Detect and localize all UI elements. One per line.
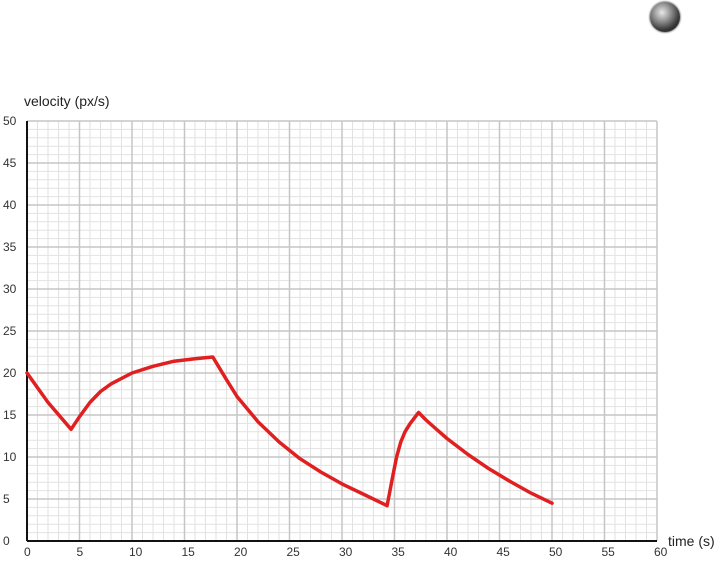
y-tick-label: 45 — [3, 156, 17, 170]
x-axis-title: time (s) — [668, 533, 715, 549]
x-tick-label: 35 — [392, 545, 406, 559]
x-tick-label: 25 — [287, 545, 301, 559]
major-grid — [26, 120, 658, 542]
y-tick-label: 10 — [3, 450, 17, 464]
y-tick-label: 50 — [3, 114, 17, 128]
x-tick-label: 50 — [549, 545, 563, 559]
y-tick-label: 0 — [3, 534, 10, 548]
x-tick-label: 40 — [444, 545, 458, 559]
y-tick-label: 40 — [3, 198, 17, 212]
y-tick-label: 30 — [3, 282, 17, 296]
y-tick-label: 20 — [3, 366, 17, 380]
x-tick-label: 15 — [182, 545, 196, 559]
y-tick-label: 15 — [3, 408, 17, 422]
velocity-series-line — [25, 355, 554, 508]
y-tick-label: 5 — [3, 492, 10, 506]
y-tick-label: 25 — [3, 324, 17, 338]
axes — [26, 121, 657, 542]
ball-icon — [650, 2, 680, 32]
x-tick-label: 5 — [77, 545, 84, 559]
x-tick-label: 10 — [129, 545, 143, 559]
y-axis-title: velocity (px/s) — [24, 93, 110, 109]
tick-labels: 0 5 10 15 20 25 30 35 40 45 50 55 60 0 5 10 15 20 25 30 35 40… — [3, 114, 668, 559]
x-tick-label: 55 — [602, 545, 616, 559]
x-tick-label: 20 — [234, 545, 248, 559]
x-tick-label: 45 — [497, 545, 511, 559]
series-group — [25, 355, 554, 508]
x-tick-label: 60 — [654, 545, 668, 559]
y-tick-label: 35 — [3, 240, 17, 254]
x-tick-label: 30 — [339, 545, 353, 559]
x-tick-label: 0 — [24, 545, 31, 559]
